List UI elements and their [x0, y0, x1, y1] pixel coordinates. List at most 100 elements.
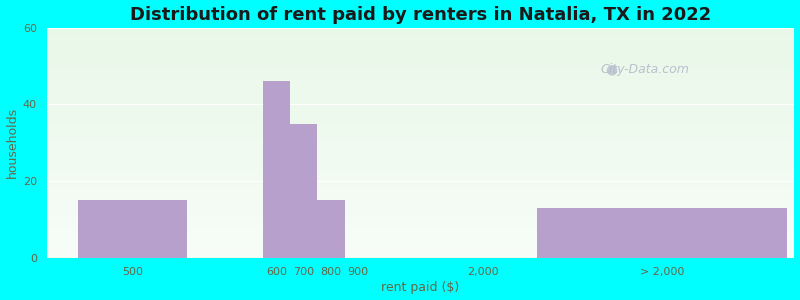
Bar — [46, 242, 794, 244]
Bar — [46, 166, 794, 168]
Bar — [46, 157, 794, 159]
Bar — [46, 129, 794, 131]
Bar — [46, 111, 794, 113]
Bar — [46, 251, 794, 253]
Bar — [46, 255, 794, 258]
Bar — [46, 30, 794, 32]
Bar — [46, 216, 794, 218]
Bar — [46, 140, 794, 143]
Bar — [46, 113, 794, 115]
X-axis label: rent paid ($): rent paid ($) — [382, 281, 460, 294]
Bar — [46, 71, 794, 74]
Bar — [262, 82, 290, 258]
Bar — [46, 152, 794, 154]
Bar — [46, 106, 794, 108]
Bar — [46, 81, 794, 83]
Bar — [46, 209, 794, 211]
Text: ●: ● — [605, 62, 618, 76]
Bar — [46, 248, 794, 251]
Bar — [290, 124, 318, 258]
Bar — [46, 46, 794, 49]
Bar — [46, 115, 794, 118]
Bar — [46, 138, 794, 140]
Bar — [46, 164, 794, 166]
Bar — [46, 244, 794, 246]
Bar — [46, 230, 794, 232]
Bar — [46, 159, 794, 161]
Y-axis label: households: households — [6, 107, 18, 178]
Bar — [46, 225, 794, 228]
Bar — [46, 154, 794, 157]
Bar — [46, 193, 794, 196]
Bar — [46, 214, 794, 216]
Bar — [46, 161, 794, 164]
Bar — [46, 108, 794, 111]
Bar — [46, 170, 794, 172]
Bar — [46, 58, 794, 60]
Bar — [46, 168, 794, 170]
Bar — [46, 83, 794, 85]
Bar — [78, 200, 186, 258]
Bar — [46, 69, 794, 71]
Bar — [46, 175, 794, 177]
Bar — [46, 94, 794, 97]
Bar — [46, 191, 794, 193]
Bar — [46, 74, 794, 76]
Bar — [46, 76, 794, 78]
Bar — [46, 99, 794, 101]
Bar — [46, 246, 794, 248]
Bar — [46, 32, 794, 35]
Bar — [46, 53, 794, 56]
Bar — [46, 189, 794, 191]
Bar — [46, 122, 794, 124]
Bar — [46, 67, 794, 69]
Bar — [46, 218, 794, 221]
Bar — [46, 228, 794, 230]
Bar — [46, 127, 794, 129]
Bar — [46, 118, 794, 120]
Bar — [46, 253, 794, 255]
Bar — [46, 235, 794, 237]
Bar — [46, 64, 794, 67]
Bar — [318, 200, 345, 258]
Bar — [46, 120, 794, 122]
Bar — [46, 44, 794, 46]
Bar — [46, 134, 794, 136]
Bar — [46, 237, 794, 239]
Bar — [46, 145, 794, 147]
Bar — [46, 150, 794, 152]
Bar — [46, 182, 794, 184]
Bar — [46, 172, 794, 175]
Bar — [46, 179, 794, 182]
Title: Distribution of rent paid by renters in Natalia, TX in 2022: Distribution of rent paid by renters in … — [130, 6, 711, 24]
Bar — [46, 124, 794, 127]
Bar — [46, 198, 794, 200]
Bar — [46, 35, 794, 37]
Bar — [46, 143, 794, 145]
Bar — [46, 136, 794, 138]
Bar — [46, 147, 794, 150]
Bar — [46, 78, 794, 81]
Bar — [46, 49, 794, 51]
Bar — [46, 223, 794, 225]
Bar — [46, 184, 794, 186]
Bar — [46, 239, 794, 242]
Bar — [46, 196, 794, 198]
Bar — [46, 200, 794, 203]
Text: City-Data.com: City-Data.com — [601, 63, 690, 76]
Bar — [46, 186, 794, 189]
Bar — [46, 51, 794, 53]
Bar — [46, 104, 794, 106]
Bar — [46, 39, 794, 42]
Bar — [46, 88, 794, 90]
Bar — [46, 101, 794, 104]
Bar — [46, 60, 794, 62]
Bar — [46, 221, 794, 223]
Bar — [46, 42, 794, 44]
Bar — [46, 97, 794, 99]
Bar — [46, 85, 794, 88]
Bar — [46, 56, 794, 58]
Bar — [46, 205, 794, 207]
Bar — [46, 131, 794, 134]
Bar — [46, 177, 794, 179]
